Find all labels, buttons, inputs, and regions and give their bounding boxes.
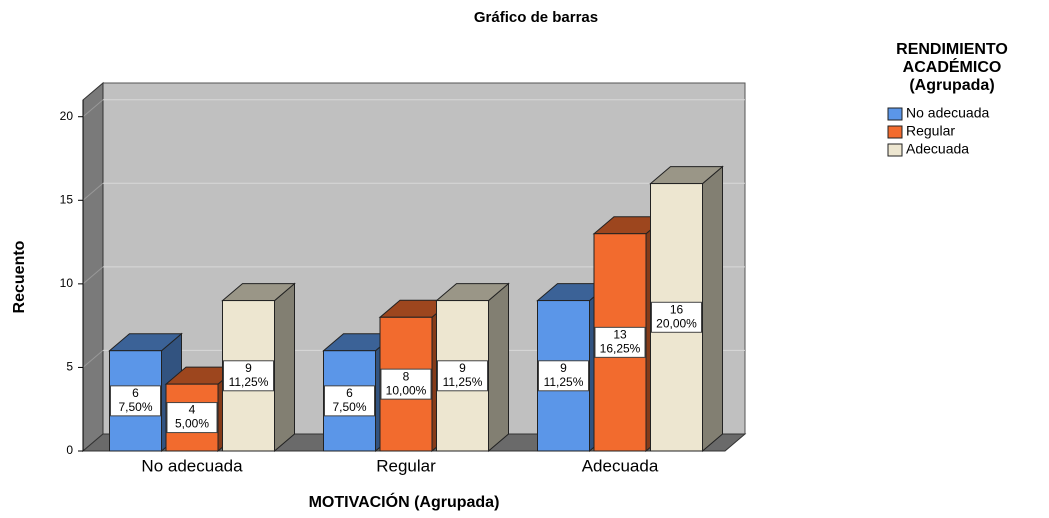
data-label-percent: 11,25% (544, 375, 584, 389)
bar-side (274, 282, 295, 453)
data-label-percent: 11,25% (443, 375, 483, 389)
grid-line (82, 266, 104, 285)
data-label-percent: 10,00% (386, 383, 427, 397)
y-tick-label: 0 (66, 443, 73, 457)
data-label-box (223, 360, 274, 392)
data-label-box (651, 301, 702, 333)
legend-swatch (887, 107, 903, 121)
data-label: 9 (560, 361, 567, 375)
data-label-box (110, 385, 161, 417)
data-label: 4 (189, 403, 196, 417)
data-label: 9 (459, 361, 466, 375)
data-label-box (594, 326, 646, 358)
data-label: 13 (613, 328, 627, 342)
y-tick-label: 10 (60, 276, 74, 290)
x-tick-label: No adecuada (141, 456, 243, 475)
data-label-box (166, 402, 218, 434)
grid-line (82, 99, 104, 118)
legend-title: RENDIMIENTO (896, 41, 1008, 58)
x-tick-label: Adecuada (582, 456, 659, 475)
data-label: 9 (245, 361, 252, 375)
grid-line (82, 182, 104, 201)
data-label-box (324, 385, 375, 417)
data-label-box (380, 368, 432, 400)
bar-side (488, 282, 509, 453)
data-label: 6 (132, 386, 139, 400)
grid-line (82, 350, 104, 368)
legend-swatch (887, 125, 903, 139)
left-wall (82, 81, 104, 453)
x-tick-label: Regular (376, 456, 436, 475)
data-label: 16 (670, 302, 684, 316)
x-axis-title: MOTIVACIÓN (Agrupada) (309, 492, 500, 511)
legend-label: Adecuada (906, 141, 969, 157)
data-label: 6 (346, 386, 353, 400)
data-label-percent: 11,25% (229, 375, 269, 389)
y-tick-label: 20 (60, 109, 74, 123)
y-tick-label: 15 (60, 192, 74, 206)
data-label-percent: 20,00% (656, 316, 697, 330)
y-axis-title: Recuento (11, 240, 28, 313)
data-label: 8 (403, 369, 410, 383)
bar-side (702, 165, 723, 453)
legend-label: No adecuada (906, 105, 990, 121)
data-label-percent: 7,50% (118, 400, 152, 414)
legend-label: Regular (906, 123, 955, 139)
y-tick-label: 5 (66, 360, 73, 374)
data-label-box (437, 360, 488, 392)
data-label-box (538, 360, 589, 392)
legend-title: ACADÉMICO (903, 57, 1002, 76)
data-label-percent: 7,50% (332, 400, 366, 414)
legend-swatch (887, 143, 903, 157)
data-label-percent: 16,25% (600, 342, 641, 356)
data-label-percent: 5,00% (175, 417, 209, 431)
chart-title: Gráfico de barras (474, 9, 598, 26)
legend-title: (Agrupada) (909, 77, 994, 94)
